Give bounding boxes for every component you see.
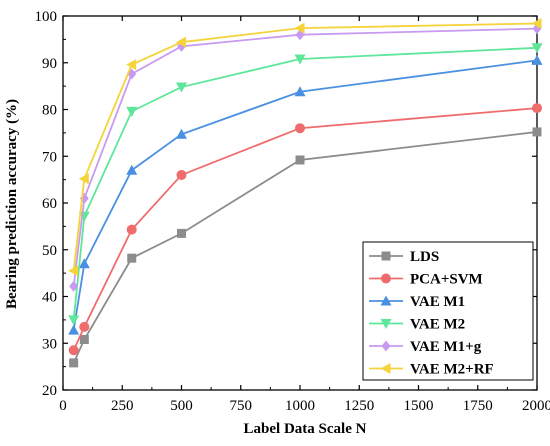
legend: LDS PCA+SVM VAE M1 VAE M2 VAE M1+g VAE M2+RF bbox=[362, 241, 534, 381]
data-point bbox=[294, 54, 306, 65]
data-point bbox=[68, 265, 79, 277]
data-point bbox=[79, 321, 90, 332]
data-point bbox=[68, 345, 79, 356]
data-point bbox=[79, 335, 89, 345]
legend-marker bbox=[380, 295, 392, 306]
x-axis-title: Label Data Scale N bbox=[244, 421, 367, 437]
y-tick-label: 80 bbox=[42, 103, 57, 119]
x-tick-label: 2000 bbox=[522, 398, 550, 414]
legend-marker bbox=[381, 340, 391, 352]
legend-item: VAE M2 bbox=[369, 317, 465, 333]
data-point bbox=[69, 358, 79, 368]
x-tick-label: 1000 bbox=[285, 398, 315, 414]
series-lds bbox=[69, 127, 542, 368]
y-axis-title: Bearing prediction accuracy (%) bbox=[4, 99, 20, 309]
y-tick-label: 40 bbox=[42, 290, 57, 306]
legend-item: LDS bbox=[369, 249, 439, 265]
series-vae-m1 bbox=[68, 54, 543, 335]
legend-marker bbox=[381, 251, 391, 261]
series-line bbox=[72, 59, 538, 331]
y-tick-label: 60 bbox=[42, 196, 57, 212]
data-point bbox=[294, 86, 306, 97]
series-line bbox=[72, 22, 538, 271]
data-point bbox=[294, 22, 305, 34]
x-tick-label: 750 bbox=[230, 398, 253, 414]
data-point bbox=[69, 280, 79, 292]
legend-label: VAE M1 bbox=[410, 294, 465, 310]
data-point bbox=[78, 258, 90, 269]
series-pca-svm bbox=[68, 103, 542, 356]
y-tick-label: 100 bbox=[35, 9, 58, 25]
data-point bbox=[126, 224, 137, 235]
data-point bbox=[295, 155, 305, 165]
legend-item: PCA+SVM bbox=[369, 272, 483, 288]
data-point bbox=[176, 128, 187, 139]
data-point bbox=[532, 127, 542, 137]
series-line bbox=[72, 46, 538, 320]
legend-label: VAE M2+RF bbox=[410, 362, 494, 378]
x-tick-label: 250 bbox=[111, 398, 134, 414]
data-point bbox=[78, 173, 89, 185]
y-tick-label: 70 bbox=[42, 149, 57, 165]
data-point bbox=[68, 315, 80, 326]
data-point bbox=[176, 169, 187, 180]
x-tick-label: 500 bbox=[170, 398, 193, 414]
x-tick-label: 1750 bbox=[463, 398, 493, 414]
legend-box bbox=[362, 241, 534, 381]
series-line bbox=[72, 27, 538, 287]
legend-item: VAE M2+RF bbox=[369, 362, 494, 378]
data-point bbox=[68, 324, 80, 335]
data-point bbox=[127, 253, 137, 263]
legend-item: VAE M1+g bbox=[369, 339, 482, 355]
legend-label: PCA+SVM bbox=[410, 272, 483, 288]
data-point bbox=[177, 228, 186, 238]
data-point bbox=[176, 82, 187, 93]
data-point bbox=[176, 36, 186, 48]
data-point bbox=[531, 54, 543, 65]
series-layer bbox=[68, 17, 543, 368]
legend-label: LDS bbox=[410, 249, 439, 265]
y-tick-label: 90 bbox=[42, 56, 57, 72]
data-point bbox=[126, 106, 138, 117]
data-point bbox=[126, 59, 137, 71]
y-tick-label: 30 bbox=[42, 336, 57, 352]
legend-marker bbox=[380, 319, 392, 329]
legend-marker bbox=[381, 273, 391, 284]
legend-item: VAE M1 bbox=[369, 294, 465, 310]
x-tick-label: 0 bbox=[59, 398, 67, 414]
y-tick-label: 20 bbox=[42, 383, 57, 399]
data-point bbox=[531, 17, 542, 29]
series-vae-m2-rf bbox=[68, 17, 542, 277]
axes: 0 250 500 750 1000 1250 1500 1750 2000 20 30 40 50 60… bbox=[35, 9, 550, 414]
y-tick-label: 50 bbox=[42, 243, 57, 259]
x-tick-label: 1250 bbox=[344, 398, 374, 414]
legend-marker bbox=[380, 363, 391, 374]
data-point bbox=[531, 43, 543, 54]
legend-label: VAE M2 bbox=[410, 317, 465, 333]
legend-label: VAE M1+g bbox=[410, 339, 482, 355]
data-point bbox=[126, 164, 138, 175]
x-tick-label: 1500 bbox=[404, 398, 434, 414]
data-point bbox=[295, 123, 305, 134]
series-vae-m2 bbox=[68, 43, 543, 326]
data-point bbox=[127, 68, 137, 80]
data-point bbox=[532, 103, 542, 114]
